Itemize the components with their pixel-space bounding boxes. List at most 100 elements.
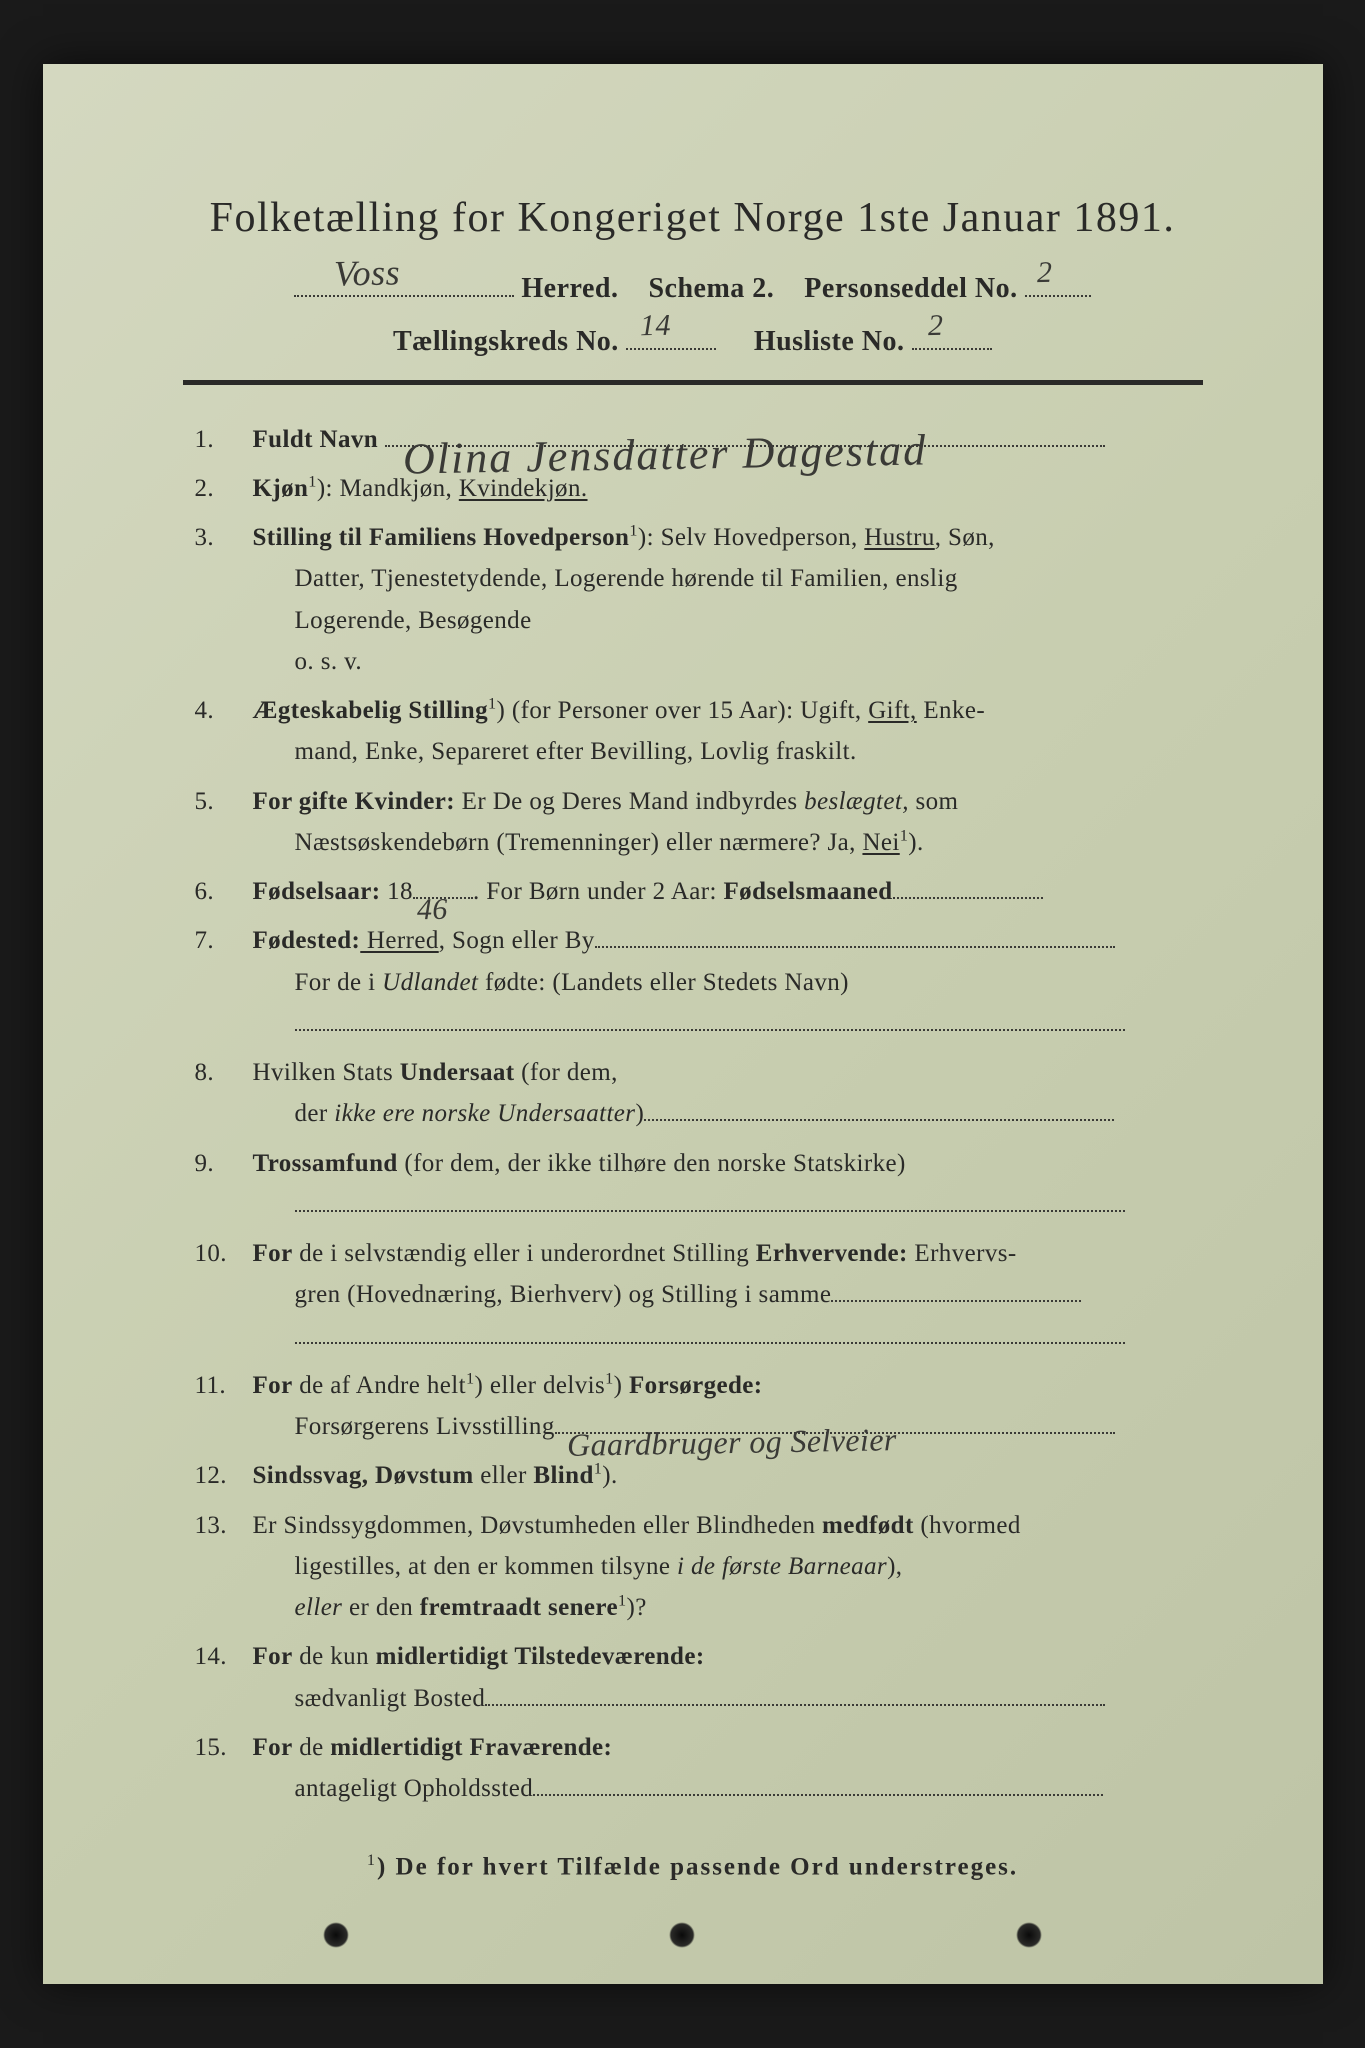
item-body: For gifte Kvinder: Er De og Deres Mand i…: [253, 781, 1203, 864]
text: de af Andre helt: [293, 1372, 466, 1399]
census-form-page: Folketælling for Kongeriget Norge 1ste J…: [43, 64, 1323, 1984]
cont: mand, Enke, Separeret efter Bevilling, L…: [253, 731, 1203, 772]
text: Forsørgerens Livsstilling: [295, 1413, 555, 1440]
hole-icon: [1016, 1922, 1042, 1948]
text: de: [293, 1734, 331, 1761]
text: Næstsøskendebørn (Tremenninger) eller næ…: [295, 829, 863, 856]
text: For de i: [295, 969, 383, 996]
item-body: For de af Andre helt1) eller delvis1) Fo…: [253, 1365, 1203, 1448]
occupation-field-a: [831, 1300, 1081, 1302]
cont: Næstsøskendebørn (Tremenninger) eller næ…: [253, 822, 1203, 863]
item-11: 11. For de af Andre helt1) eller delvis1…: [195, 1365, 1203, 1448]
label-medfodt: medfødt: [822, 1512, 914, 1539]
form-items: 1. Fuldt Navn Olina Jensdatter Dagestad …: [183, 419, 1203, 1810]
sel-hustru: Hustru: [864, 524, 934, 551]
text: Er De og Deres Mand indbyrdes: [455, 788, 804, 815]
label-fodselsmaaned: Fødselsmaaned: [724, 878, 893, 905]
cont: Datter, Tjenestetydende, Logerende høren…: [253, 558, 1203, 599]
text: . For Børn under 2 Aar:: [473, 878, 724, 905]
text-italic: i de første Barneaar: [677, 1553, 887, 1580]
herred-field: Voss: [294, 266, 514, 297]
label-schema: Schema 2.: [648, 273, 774, 304]
binding-holes: [43, 1922, 1323, 1948]
text: (for dem, der ikke tilhøre den norske St…: [398, 1150, 906, 1177]
cont: sædvanligt Bosted: [253, 1678, 1203, 1719]
label-trossamfund: Trossamfund: [253, 1150, 398, 1177]
label-aegte: Ægteskabelig Stilling: [253, 697, 489, 724]
herred-value: Voss: [334, 251, 401, 294]
item-body: Fødselsaar: 1846. For Børn under 2 Aar: …: [253, 871, 1203, 912]
cont: o. s. v.: [253, 641, 1203, 682]
text: Er Sindssygdommen, Døvstumheden eller Bl…: [253, 1512, 823, 1539]
label-fodested: Fødested:: [253, 927, 361, 954]
text: der: [295, 1100, 335, 1127]
text: Erhvervs-: [908, 1240, 1017, 1267]
cont: Logerende, Besøgende: [253, 600, 1203, 641]
sup: 1: [900, 827, 909, 845]
cont: For de i Udlandet fødte: (Landets eller …: [253, 962, 1203, 1003]
item-num: 5.: [195, 781, 253, 864]
item-body: For de kun midlertidigt Tilstedeværende:…: [253, 1636, 1203, 1719]
label-herred: Herred.: [521, 273, 618, 304]
label-kjon: Kjøn: [253, 475, 309, 502]
usual-residence-field: [485, 1704, 1105, 1706]
text: ) (for Personer over 15 Aar): Ugift,: [497, 697, 869, 724]
text: (for dem,: [514, 1059, 617, 1086]
item-num: 7.: [195, 920, 253, 1044]
foreign-birth-field: [295, 1029, 1125, 1031]
label-stilling: Stilling til Familiens Hovedperson: [253, 524, 630, 551]
cont: gren (Hovednæring, Bierhverv) og Stillin…: [253, 1274, 1203, 1315]
cont: [253, 1316, 1203, 1357]
sup: 1: [466, 1370, 475, 1388]
item-num: 8.: [195, 1052, 253, 1135]
kreds-value: 14: [640, 309, 672, 344]
sup: 1: [488, 695, 497, 713]
birthyear-value: 46: [417, 885, 449, 935]
cont: antageligt Opholdssted: [253, 1768, 1203, 1809]
provider-value: Gaardbruger og Selveier: [566, 1413, 897, 1472]
cont: [253, 1184, 1203, 1225]
hole-icon: [669, 1922, 695, 1948]
text: ).: [908, 829, 923, 856]
item-4: 4. Ægteskabelig Stilling1) (for Personer…: [195, 690, 1203, 773]
personseddel-value: 2: [1037, 256, 1053, 290]
item-body: Hvilken Stats Undersaat (for dem, der ik…: [253, 1052, 1203, 1135]
label-fremtraadt: fremtraadt senere: [420, 1594, 618, 1621]
item-body: Trossamfund (for dem, der ikke tilhøre d…: [253, 1143, 1203, 1226]
item-body: For de i selvstændig eller i underordnet…: [253, 1233, 1203, 1357]
item-num: 12.: [195, 1455, 253, 1496]
label-for: For: [253, 1734, 293, 1761]
citizenship-field: [644, 1119, 1114, 1121]
label-gifte-kvinder: For gifte Kvinder:: [253, 788, 456, 815]
text: som: [909, 788, 959, 815]
label-husliste: Husliste No.: [754, 326, 905, 357]
item-num: 13.: [195, 1505, 253, 1629]
item-9: 9. Trossamfund (for dem, der ikke tilhør…: [195, 1143, 1203, 1226]
label-for: For: [253, 1643, 293, 1670]
text: )?: [627, 1594, 647, 1621]
text: er den: [342, 1594, 419, 1621]
item-8: 8. Hvilken Stats Undersaat (for dem, der…: [195, 1052, 1203, 1135]
text: de i selvstændig eller i underordnet Sti…: [293, 1240, 756, 1267]
text: sædvanligt Bosted: [295, 1685, 486, 1712]
text: gren (Hovednæring, Bierhverv) og Stillin…: [295, 1281, 832, 1308]
header-rule: [183, 380, 1203, 385]
item-6: 6. Fødselsaar: 1846. For Børn under 2 Aa…: [195, 871, 1203, 912]
text: ): [614, 1372, 629, 1399]
item-5: 5. For gifte Kvinder: Er De og Deres Man…: [195, 781, 1203, 864]
item-14: 14. For de kun midlertidigt Tilstedevære…: [195, 1636, 1203, 1719]
label-fuldt-navn: Fuldt Navn: [253, 426, 379, 453]
husliste-field: 2: [912, 319, 992, 350]
sup: 1: [618, 1592, 627, 1610]
item-num: 4.: [195, 690, 253, 773]
form-header: Folketælling for Kongeriget Norge 1ste J…: [183, 194, 1203, 358]
text: ): Selv Hovedperson,: [638, 524, 864, 551]
text: 18: [381, 878, 413, 905]
text: Hvilken Stats: [253, 1059, 400, 1086]
form-title: Folketælling for Kongeriget Norge 1ste J…: [183, 194, 1203, 242]
item-body: Ægteskabelig Stilling1) (for Personer ov…: [253, 690, 1203, 773]
occupation-field-b: [295, 1342, 1125, 1344]
item-body: Er Sindssygdommen, Døvstumheden eller Bl…: [253, 1505, 1203, 1629]
provider-field: Gaardbruger og Selveier: [555, 1432, 1115, 1434]
item-3: 3. Stilling til Familiens Hovedperson1):…: [195, 517, 1203, 682]
